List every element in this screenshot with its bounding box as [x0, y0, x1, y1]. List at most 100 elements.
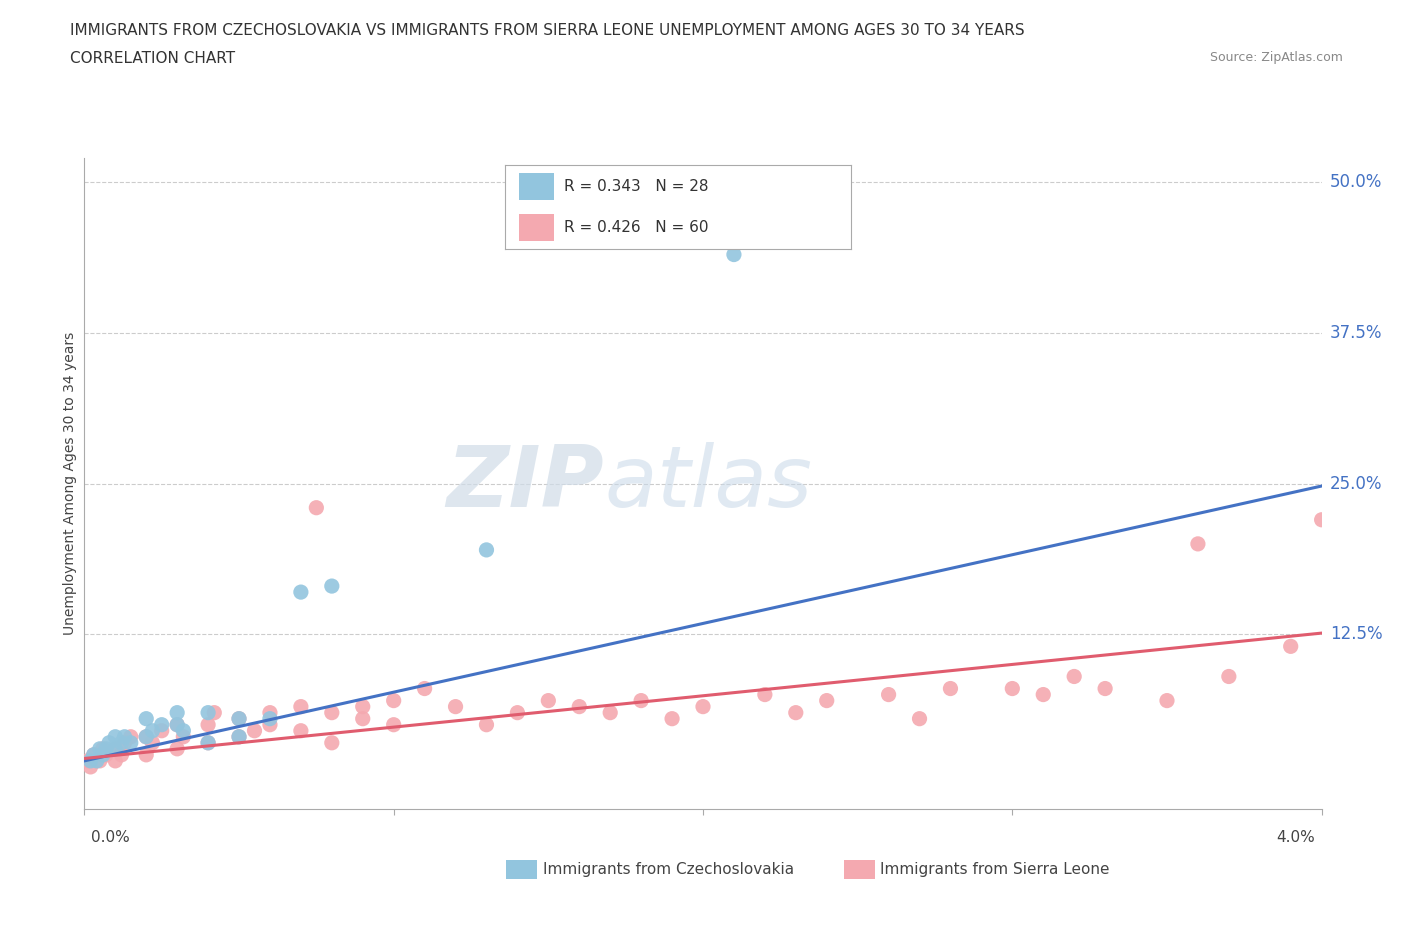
- Point: [83, 748, 105, 763]
- Point: [754, 687, 776, 702]
- Point: [79, 753, 101, 768]
- Point: [91, 741, 114, 756]
- Text: Source: ZipAtlas.com: Source: ZipAtlas.com: [1209, 51, 1343, 64]
- Text: atlas: atlas: [605, 442, 813, 525]
- Text: 37.5%: 37.5%: [1330, 324, 1382, 342]
- Point: [444, 699, 467, 714]
- Point: [166, 717, 188, 732]
- Point: [475, 717, 498, 732]
- Point: [166, 705, 188, 720]
- Point: [630, 693, 652, 708]
- Text: 12.5%: 12.5%: [1330, 625, 1382, 644]
- Point: [1279, 639, 1302, 654]
- Point: [104, 741, 127, 756]
- Point: [382, 693, 405, 708]
- Point: [692, 699, 714, 714]
- Point: [228, 711, 250, 726]
- Point: [568, 699, 591, 714]
- Point: [120, 736, 142, 751]
- Point: [120, 729, 142, 744]
- Point: [228, 729, 250, 744]
- Point: [321, 705, 343, 720]
- Point: [114, 729, 136, 744]
- Point: [259, 705, 281, 720]
- Point: [1187, 537, 1209, 551]
- Point: [172, 729, 194, 744]
- Point: [815, 693, 838, 708]
- Point: [1094, 681, 1116, 696]
- Point: [723, 247, 745, 262]
- Point: [1063, 669, 1085, 684]
- Point: [135, 729, 157, 744]
- Point: [172, 724, 194, 738]
- Point: [259, 717, 281, 732]
- Point: [290, 585, 312, 600]
- Point: [506, 705, 529, 720]
- Point: [939, 681, 962, 696]
- Point: [197, 717, 219, 732]
- Point: [76, 753, 98, 768]
- Point: [475, 542, 498, 557]
- Point: [104, 741, 127, 756]
- Point: [1032, 687, 1054, 702]
- Point: [202, 705, 225, 720]
- Point: [89, 741, 111, 756]
- Point: [166, 717, 188, 732]
- Point: [79, 760, 101, 775]
- Point: [352, 711, 374, 726]
- Point: [537, 693, 560, 708]
- Point: [104, 753, 127, 768]
- Text: 4.0%: 4.0%: [1275, 830, 1315, 844]
- Point: [197, 736, 219, 751]
- Point: [104, 729, 127, 744]
- Point: [661, 711, 683, 726]
- Point: [86, 753, 108, 768]
- Point: [89, 753, 111, 768]
- Text: Immigrants from Sierra Leone: Immigrants from Sierra Leone: [880, 862, 1109, 877]
- Point: [321, 736, 343, 751]
- Point: [382, 717, 405, 732]
- Point: [259, 711, 281, 726]
- Point: [91, 748, 114, 763]
- Point: [141, 736, 163, 751]
- Point: [94, 748, 117, 763]
- Point: [114, 736, 136, 751]
- Point: [98, 736, 121, 751]
- Y-axis label: Unemployment Among Ages 30 to 34 years: Unemployment Among Ages 30 to 34 years: [63, 332, 77, 635]
- Text: 50.0%: 50.0%: [1330, 173, 1382, 192]
- Point: [150, 724, 173, 738]
- Point: [908, 711, 931, 726]
- Point: [110, 748, 132, 763]
- Point: [94, 741, 117, 756]
- Point: [228, 711, 250, 726]
- Point: [83, 748, 105, 763]
- Text: Immigrants from Czechoslovakia: Immigrants from Czechoslovakia: [543, 862, 794, 877]
- Point: [228, 729, 250, 744]
- Point: [110, 736, 132, 751]
- Point: [141, 724, 163, 738]
- Point: [599, 705, 621, 720]
- Point: [352, 699, 374, 714]
- Point: [290, 699, 312, 714]
- Point: [413, 681, 436, 696]
- Text: CORRELATION CHART: CORRELATION CHART: [70, 51, 235, 66]
- Point: [290, 724, 312, 738]
- Text: 25.0%: 25.0%: [1330, 474, 1382, 493]
- Point: [305, 500, 328, 515]
- Point: [1156, 693, 1178, 708]
- Point: [1001, 681, 1024, 696]
- Point: [135, 748, 157, 763]
- Point: [197, 705, 219, 720]
- Text: ZIP: ZIP: [446, 442, 605, 525]
- Point: [877, 687, 900, 702]
- Point: [785, 705, 807, 720]
- Text: 0.0%: 0.0%: [91, 830, 131, 844]
- Point: [1310, 512, 1333, 527]
- Point: [1218, 669, 1240, 684]
- Point: [197, 736, 219, 751]
- Point: [135, 711, 157, 726]
- Point: [135, 729, 157, 744]
- Point: [150, 717, 173, 732]
- Point: [321, 578, 343, 593]
- Text: IMMIGRANTS FROM CZECHOSLOVAKIA VS IMMIGRANTS FROM SIERRA LEONE UNEMPLOYMENT AMON: IMMIGRANTS FROM CZECHOSLOVAKIA VS IMMIGR…: [70, 23, 1025, 38]
